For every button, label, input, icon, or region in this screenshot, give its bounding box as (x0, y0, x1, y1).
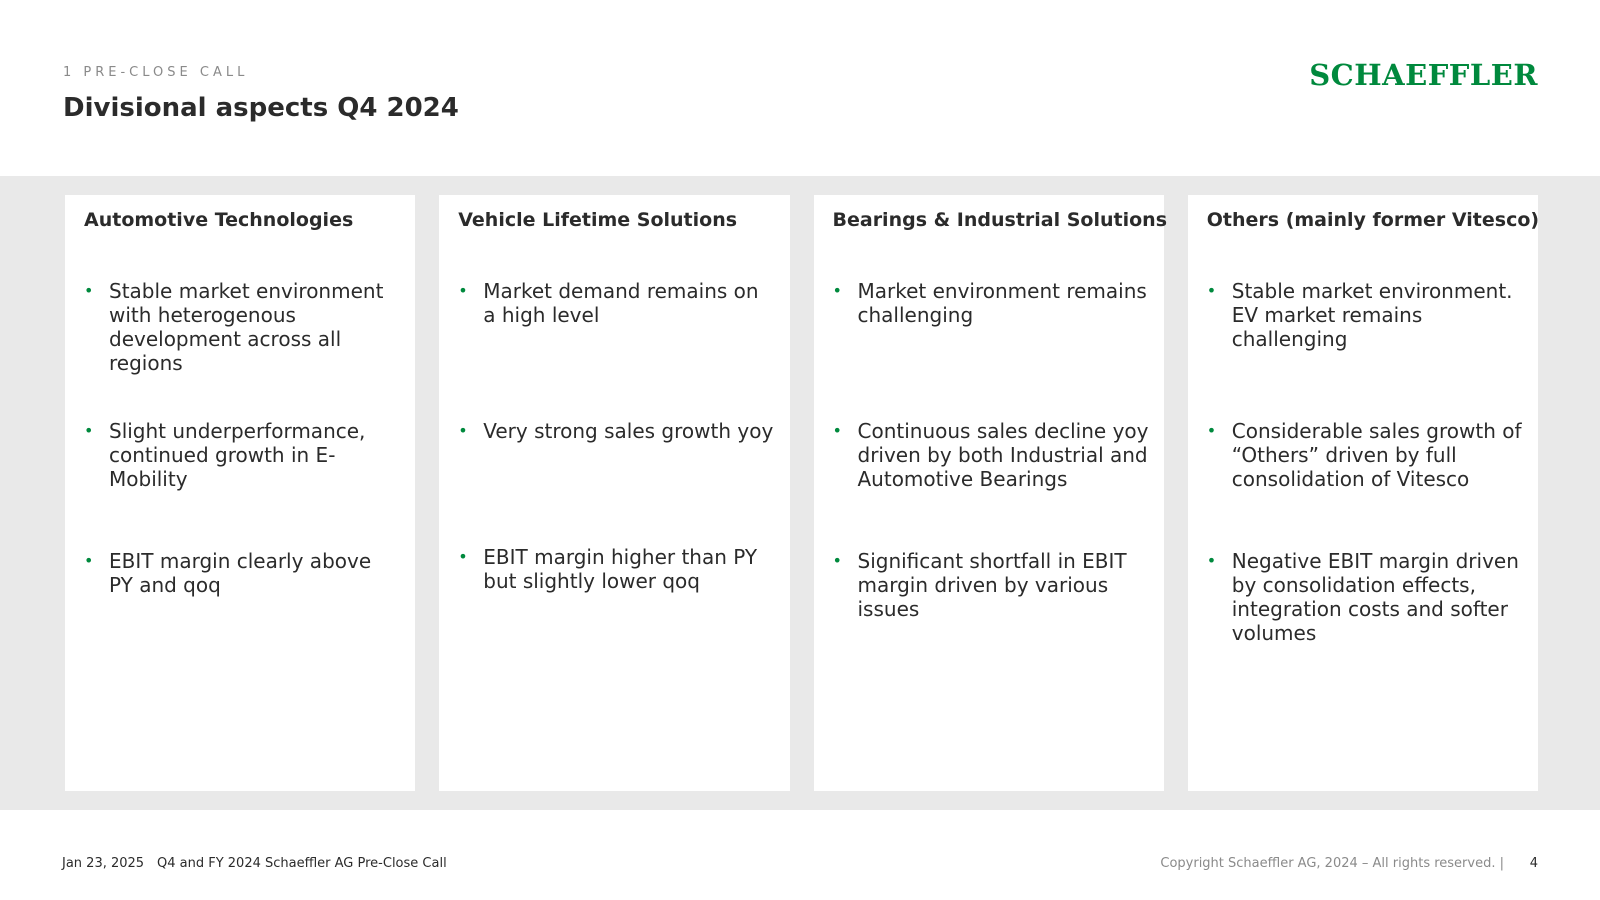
bullet-icon: • (458, 547, 468, 566)
footer-copyright: Copyright Schaeffler AG, 2024 – All righ… (1160, 856, 1504, 871)
bullet-text: Very strong sales growth yoy (483, 419, 774, 443)
bullet-text: Stable market environment. EV market rem… (1231, 279, 1513, 351)
bullet-text: EBIT margin clearly above PY and qoq (109, 549, 372, 597)
card-title: Automotive Technologies (84, 209, 354, 231)
bullet-icon: • (84, 281, 94, 300)
card-automotive-technologies: Automotive Technologies • Stable market … (65, 195, 416, 791)
bullet-item: • Significant shortfall in EBIT margin d… (833, 549, 1150, 621)
schaeffler-logo: SCHAEFFLER (1309, 58, 1538, 92)
bullet-text: Market demand remains on a high level (483, 279, 759, 327)
bullet-text: Significant shortfall in EBIT margin dri… (857, 549, 1127, 621)
bullet-item: • Continuous sales decline yoy driven by… (833, 419, 1150, 491)
bullet-text: Continuous sales decline yoy driven by b… (857, 419, 1149, 491)
division-cards: Automotive Technologies • Stable market … (65, 195, 1540, 791)
card-title: Vehicle Lifetime Solutions (458, 209, 738, 231)
bullet-text: Stable market environment with heterogen… (109, 279, 384, 375)
bullet-icon: • (1206, 281, 1217, 300)
bullet-item: • EBIT margin clearly above PY and qoq (84, 549, 401, 597)
bullet-icon: • (84, 421, 94, 440)
bullet-item: • Very strong sales growth yoy (458, 419, 775, 443)
card-vehicle-lifetime-solutions: Vehicle Lifetime Solutions • Market dema… (439, 195, 790, 791)
bullet-text: Negative EBIT margin driven by consolida… (1231, 549, 1519, 645)
card-title: Others (mainly former Vitesco) (1206, 209, 1540, 231)
bullet-text: EBIT margin higher than PY but slightly … (483, 545, 758, 593)
bullet-icon: • (832, 421, 842, 440)
bullet-text: Market environment remains challenging (857, 279, 1147, 327)
bullet-icon: • (84, 551, 94, 570)
footer-event-title: Q4 and FY 2024 Schaeffler AG Pre-Close C… (157, 856, 447, 871)
card-title: Bearings & Industrial Solutions (832, 209, 1168, 231)
bullet-icon: • (1206, 421, 1217, 440)
bullet-text: Considerable sales growth of “Others” dr… (1231, 419, 1522, 491)
bullet-icon: • (1206, 551, 1217, 570)
bullet-item: • EBIT margin higher than PY but slightl… (458, 545, 775, 593)
bullet-item: • Stable market environment. EV market r… (1207, 279, 1524, 351)
card-others-vitesco: Others (mainly former Vitesco) • Stable … (1187, 195, 1540, 791)
card-bearings-industrial-solutions: Bearings & Industrial Solutions • Market… (813, 195, 1167, 791)
section-label: 1 PRE-CLOSE CALL (63, 65, 249, 80)
bullet-item: • Stable market environment with heterog… (84, 279, 401, 375)
bullet-icon: • (832, 281, 842, 300)
page-title: Divisional aspects Q4 2024 (63, 93, 459, 123)
bullet-item: • Market environment remains challenging (833, 279, 1150, 327)
page-number: 4 (1529, 856, 1538, 871)
bullet-text: Slight underperformance, continued growt… (109, 419, 366, 491)
footer-date: Jan 23, 2025 (62, 856, 145, 871)
bullet-item: • Slight underperformance, continued gro… (84, 419, 401, 491)
bullet-icon: • (458, 281, 468, 300)
bullet-icon: • (458, 421, 468, 440)
bullet-item: • Market demand remains on a high level (458, 279, 775, 327)
bullet-item: • Negative EBIT margin driven by consoli… (1207, 549, 1524, 645)
bullet-item: • Considerable sales growth of “Others” … (1207, 419, 1524, 491)
bullet-icon: • (832, 551, 842, 570)
